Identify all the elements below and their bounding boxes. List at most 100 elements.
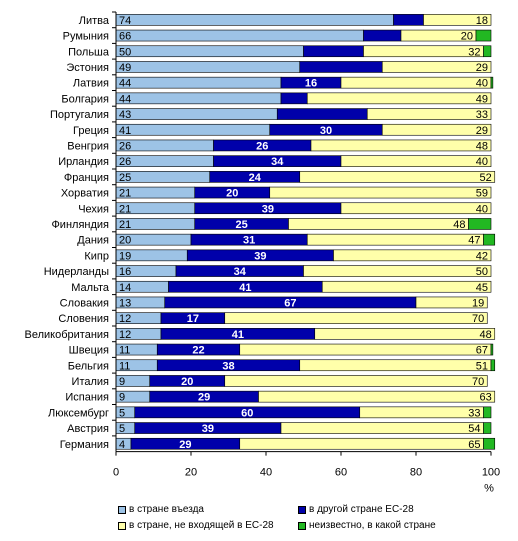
- bar-segment: [359, 406, 484, 419]
- data-label: 40: [476, 156, 488, 168]
- category-label: Литва: [79, 15, 110, 27]
- data-label: 40: [476, 203, 488, 215]
- data-label: 38: [222, 360, 234, 372]
- data-label: 66: [119, 31, 131, 43]
- data-label: 48: [480, 329, 492, 341]
- legend: в стране въезда в другой стране ЕС-28 в …: [0, 498, 518, 538]
- bar-segment: [321, 280, 492, 293]
- category-label: Нидерланды: [44, 266, 109, 278]
- x-tick-label: 0: [113, 467, 119, 479]
- data-label: 9: [119, 392, 125, 404]
- category-label: Финляндия: [51, 219, 109, 231]
- data-label: 29: [476, 125, 488, 137]
- data-label: 39: [202, 423, 214, 435]
- data-label: 20: [119, 235, 131, 247]
- bar-segment: [299, 61, 383, 73]
- category-label: Словакия: [60, 297, 109, 309]
- data-label: 20: [226, 188, 238, 200]
- bar-segment: [483, 437, 496, 450]
- bar-segment: [115, 61, 301, 73]
- legend-label-other-eu: в другой стране ЕС-28: [309, 504, 414, 515]
- bar-segment: [276, 108, 368, 120]
- bar-segment: [303, 265, 492, 277]
- data-label: 5: [119, 407, 125, 419]
- data-label: 20: [181, 376, 193, 388]
- category-label: Швеция: [69, 345, 109, 357]
- bar-segment: [483, 233, 496, 246]
- x-tick-label: 80: [410, 467, 422, 479]
- bar-segment: [115, 92, 282, 105]
- bar-segment: [280, 92, 308, 105]
- bar-segment: [363, 29, 402, 42]
- category-label: Ирландия: [58, 156, 109, 168]
- data-label: 19: [472, 297, 484, 309]
- data-label: 70: [472, 313, 484, 325]
- data-label: 19: [119, 250, 131, 262]
- category-label: Португалия: [50, 109, 109, 121]
- data-label: 41: [119, 125, 131, 137]
- legend-swatch-entry-country: [118, 505, 126, 514]
- legend-item-non-eu: в стране, не входящей в ЕС-28: [118, 520, 274, 531]
- data-label: 13: [119, 297, 131, 309]
- bar-segment: [483, 45, 492, 58]
- data-label: 67: [476, 345, 488, 357]
- data-label: 60: [241, 407, 253, 419]
- category-label: Германия: [60, 439, 109, 451]
- data-label: 52: [480, 172, 492, 184]
- data-label: 30: [320, 125, 332, 137]
- data-label: 20: [461, 31, 473, 43]
- category-label: Болгария: [61, 93, 109, 105]
- bar-segment: [490, 343, 494, 356]
- bar-segment: [490, 76, 494, 89]
- data-label: 44: [119, 93, 131, 105]
- category-label: Словения: [58, 313, 109, 325]
- bar-segment: [239, 437, 484, 450]
- bar-segment: [115, 29, 364, 42]
- bar-segment: [288, 218, 469, 230]
- data-label: 25: [119, 172, 131, 184]
- category-label: Латвия: [73, 78, 109, 90]
- category-label: Мальта: [71, 282, 110, 294]
- bar-segment: [269, 186, 492, 199]
- data-label: 9: [119, 376, 125, 388]
- data-label: 39: [254, 250, 266, 262]
- category-label: Италия: [72, 376, 110, 388]
- data-label: 11: [119, 345, 130, 357]
- bar-segment: [258, 390, 496, 403]
- data-label: 16: [119, 266, 131, 278]
- bar-segment: [423, 14, 492, 26]
- data-label: 26: [119, 140, 131, 152]
- category-label: Польша: [68, 46, 110, 58]
- bar-segment: [303, 45, 364, 58]
- data-label: 44: [119, 78, 131, 90]
- bar-segment: [468, 218, 492, 230]
- data-label: 12: [119, 329, 131, 341]
- bar-segment: [366, 108, 492, 120]
- data-label: 65: [468, 439, 480, 451]
- x-tick-label: 60: [335, 467, 347, 479]
- data-label: 29: [476, 62, 488, 74]
- bar-segment: [483, 406, 492, 419]
- data-label: 59: [476, 188, 488, 200]
- x-unit-label: %: [484, 483, 494, 495]
- data-label: 25: [236, 219, 248, 231]
- bar-segment: [381, 61, 492, 73]
- bar-segment: [306, 233, 484, 246]
- bar-segment: [115, 123, 271, 136]
- legend-item-entry-country: в стране въезда: [118, 504, 204, 515]
- data-label: 26: [256, 140, 268, 152]
- data-label: 34: [234, 266, 247, 278]
- category-label: Великобритания: [25, 329, 110, 341]
- bar-segment: [475, 29, 492, 42]
- data-label: 74: [119, 15, 131, 27]
- category-label: Бельгия: [68, 360, 109, 372]
- category-label: Австрия: [67, 423, 109, 435]
- legend-item-unknown: неизвестно, в какой стране: [298, 520, 436, 531]
- data-label: 49: [476, 93, 488, 105]
- data-label: 29: [198, 392, 210, 404]
- data-label: 40: [476, 78, 488, 90]
- data-label: 32: [468, 46, 480, 58]
- data-label: 12: [119, 313, 131, 325]
- x-tick-label: 100: [482, 467, 500, 479]
